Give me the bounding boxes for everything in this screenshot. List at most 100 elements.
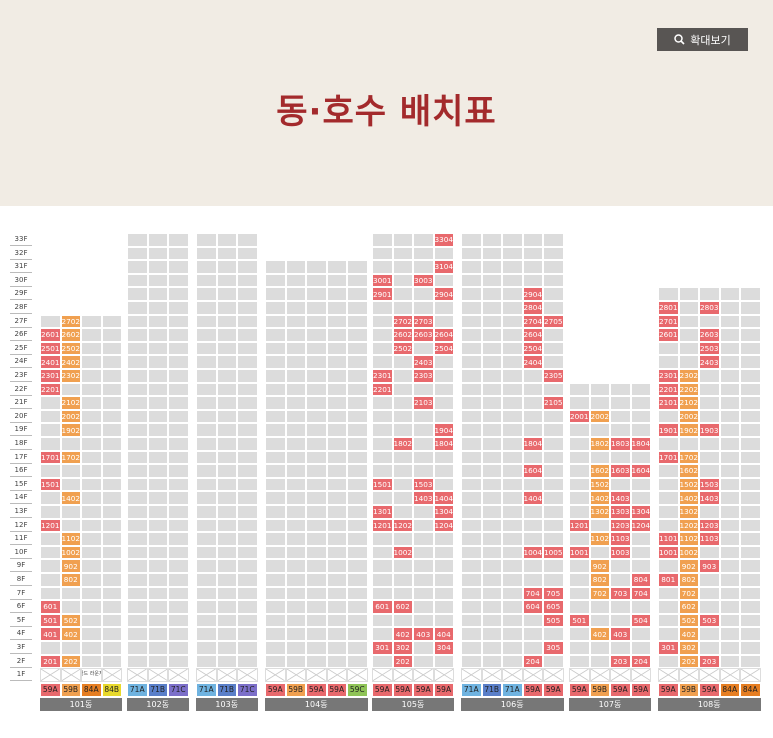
unit-cell[interactable]: 203	[699, 654, 720, 669]
unit-cell[interactable]: 705	[543, 586, 564, 601]
unit-cell[interactable]: 2804	[522, 301, 543, 315]
unit-cell[interactable]: 1802	[392, 437, 413, 451]
zoom-button[interactable]: 확대보기	[657, 28, 748, 51]
unit-cell[interactable]: 802	[678, 573, 699, 587]
unit-cell[interactable]: 301	[372, 641, 393, 655]
unit-cell[interactable]: 204	[630, 654, 651, 669]
unit-cell[interactable]: 1102	[678, 532, 699, 546]
unit-cell[interactable]: 1501	[40, 477, 61, 492]
unit-cell[interactable]: 1903	[699, 423, 720, 437]
unit-cell[interactable]: 1804	[630, 437, 651, 451]
unit-cell[interactable]: 702	[678, 586, 699, 601]
unit-cell[interactable]: 1304	[433, 505, 454, 519]
unit-cell[interactable]: 1001	[658, 545, 679, 560]
unit-cell[interactable]: 1702	[60, 450, 81, 465]
unit-cell[interactable]: 1002	[60, 545, 81, 560]
unit-cell[interactable]: 505	[543, 613, 564, 628]
unit-cell[interactable]: 2201	[372, 382, 393, 397]
unit-cell[interactable]: 1005	[543, 545, 564, 560]
unit-cell[interactable]: 504	[630, 613, 651, 628]
unit-cell[interactable]: 902	[589, 559, 610, 573]
unit-cell[interactable]: 404	[433, 627, 454, 641]
unit-cell[interactable]: 2303	[413, 369, 434, 383]
unit-cell[interactable]: 604	[522, 600, 543, 614]
unit-cell[interactable]: 2604	[433, 328, 454, 342]
unit-cell[interactable]: 2604	[522, 328, 543, 342]
unit-cell[interactable]: 1403	[610, 491, 631, 505]
unit-cell[interactable]: 1002	[392, 545, 413, 560]
unit-cell[interactable]: 1102	[589, 532, 610, 546]
unit-cell[interactable]: 2704	[522, 314, 543, 329]
unit-cell[interactable]: 1004	[522, 545, 543, 560]
unit-cell[interactable]: 2601	[40, 328, 61, 342]
unit-cell[interactable]: 2502	[392, 341, 413, 356]
unit-cell[interactable]: 1603	[610, 464, 631, 478]
unit-cell[interactable]: 2603	[699, 328, 720, 342]
unit-cell[interactable]: 2701	[658, 314, 679, 329]
unit-cell[interactable]: 301	[658, 641, 679, 655]
unit-cell[interactable]: 2502	[60, 341, 81, 356]
unit-cell[interactable]: 302	[392, 641, 413, 655]
unit-cell[interactable]: 1003	[610, 545, 631, 560]
unit-cell[interactable]: 1404	[433, 491, 454, 505]
unit-cell[interactable]: 1802	[589, 437, 610, 451]
unit-cell[interactable]: 902	[60, 559, 81, 573]
unit-cell[interactable]: 2904	[522, 287, 543, 301]
unit-cell[interactable]: 1204	[630, 518, 651, 533]
unit-cell[interactable]: 605	[543, 600, 564, 614]
unit-cell[interactable]: 1303	[610, 505, 631, 519]
unit-cell[interactable]: 2602	[60, 328, 81, 342]
unit-cell[interactable]: 2504	[522, 341, 543, 356]
unit-cell[interactable]: 2101	[658, 396, 679, 410]
unit-cell[interactable]: 2301	[658, 369, 679, 383]
unit-cell[interactable]: 2401	[40, 355, 61, 369]
unit-cell[interactable]: 1904	[433, 423, 454, 437]
unit-cell[interactable]: 2302	[60, 369, 81, 383]
unit-cell[interactable]: 403	[610, 627, 631, 641]
unit-cell[interactable]: 2504	[433, 341, 454, 356]
unit-cell[interactable]: 2302	[678, 369, 699, 383]
unit-cell[interactable]: 2301	[40, 369, 61, 383]
unit-cell[interactable]: 802	[60, 573, 81, 587]
unit-cell[interactable]: 702	[589, 586, 610, 601]
unit-cell[interactable]: 804	[630, 573, 651, 587]
unit-cell[interactable]: 403	[413, 627, 434, 641]
unit-cell[interactable]: 1301	[372, 505, 393, 519]
unit-cell[interactable]: 1701	[658, 450, 679, 465]
unit-cell[interactable]: 1501	[372, 477, 393, 492]
unit-cell[interactable]: 802	[589, 573, 610, 587]
unit-cell[interactable]: 204	[522, 654, 543, 669]
unit-cell[interactable]: 2503	[699, 341, 720, 356]
unit-cell[interactable]: 1502	[678, 477, 699, 492]
unit-cell[interactable]: 1102	[60, 532, 81, 546]
unit-cell[interactable]: 1404	[522, 491, 543, 505]
unit-cell[interactable]: 1701	[40, 450, 61, 465]
unit-cell[interactable]: 203	[610, 654, 631, 669]
unit-cell[interactable]: 1001	[569, 545, 590, 560]
unit-cell[interactable]: 1804	[522, 437, 543, 451]
unit-cell[interactable]: 1804	[433, 437, 454, 451]
unit-cell[interactable]: 1201	[569, 518, 590, 533]
unit-cell[interactable]: 202	[678, 654, 699, 669]
unit-cell[interactable]: 1201	[40, 518, 61, 533]
unit-cell[interactable]: 2001	[569, 409, 590, 424]
unit-cell[interactable]: 402	[678, 627, 699, 641]
unit-cell[interactable]: 1103	[610, 532, 631, 546]
unit-cell[interactable]: 1604	[522, 464, 543, 478]
unit-cell[interactable]: 1402	[678, 491, 699, 505]
unit-cell[interactable]: 2301	[372, 369, 393, 383]
unit-cell[interactable]: 502	[60, 613, 81, 628]
unit-cell[interactable]: 1203	[699, 518, 720, 533]
unit-cell[interactable]: 502	[678, 613, 699, 628]
unit-cell[interactable]: 302	[678, 641, 699, 655]
unit-cell[interactable]: 1002	[678, 545, 699, 560]
unit-cell[interactable]: 401	[40, 627, 61, 641]
unit-cell[interactable]: 1803	[610, 437, 631, 451]
unit-cell[interactable]: 2403	[699, 355, 720, 369]
unit-cell[interactable]: 3003	[413, 273, 434, 288]
unit-cell[interactable]: 2201	[658, 382, 679, 397]
unit-cell[interactable]: 1402	[589, 491, 610, 505]
unit-cell[interactable]: 1403	[699, 491, 720, 505]
unit-cell[interactable]: 1602	[678, 464, 699, 478]
unit-cell[interactable]: 402	[589, 627, 610, 641]
